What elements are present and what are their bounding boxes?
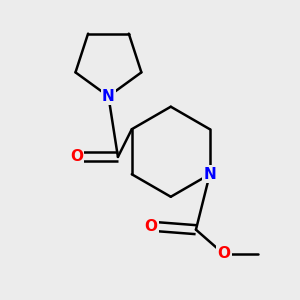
Text: N: N	[203, 167, 216, 182]
Text: N: N	[102, 89, 115, 104]
Text: O: O	[70, 149, 83, 164]
Text: O: O	[217, 246, 230, 261]
Text: O: O	[144, 219, 158, 234]
